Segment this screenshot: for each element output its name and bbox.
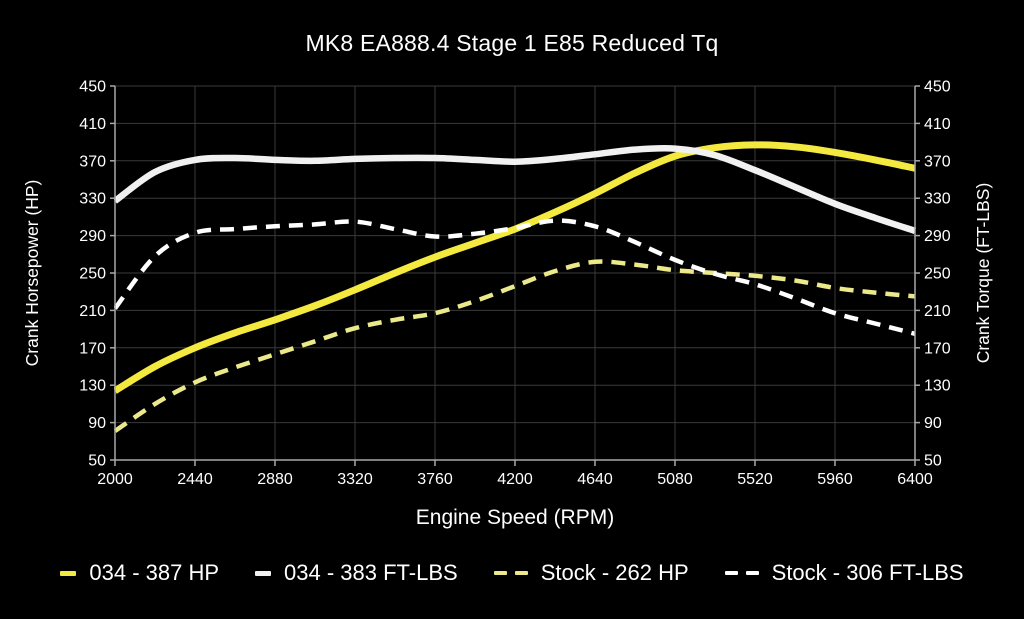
legend-label-034-hp: 034 - 387 HP: [89, 560, 220, 585]
y-tick-right: 250: [924, 266, 951, 283]
y-tick-right: 370: [924, 153, 951, 170]
y-tick-right: 330: [924, 191, 951, 208]
chart-line-034-387-hp: [114, 141, 916, 394]
x-tick: 4200: [497, 471, 533, 488]
x-tick: 3760: [417, 471, 453, 488]
y-tick-left: 330: [79, 191, 106, 208]
x-tick: 5080: [657, 471, 693, 488]
tick-labels: 450 450 410 410 370 370 330 330 290 290 250 250 210 2…: [79, 79, 951, 489]
y-axis-title-left: Crank Horsepower (HP): [22, 180, 42, 367]
legend-item-stock-tq: Stock - 306 FT-LBS: [724, 560, 964, 586]
y-tick-left: 90: [88, 415, 106, 432]
x-tick: 5960: [817, 471, 853, 488]
x-tick: 3320: [337, 471, 373, 488]
legend-swatch-034-hp-icon: [60, 570, 77, 576]
dyno-curves: [114, 141, 916, 433]
y-tick-right: 130: [924, 378, 951, 395]
legend-label-stock-hp: Stock - 262 HP: [540, 560, 689, 585]
y-tick-left: 370: [79, 153, 106, 170]
axes: [110, 85, 920, 466]
x-tick: 2880: [257, 471, 293, 488]
y-tick-left: 170: [79, 340, 106, 357]
dyno-chart-plot: 450 450 410 410 370 370 330 330 290 290 250 250 210 2…: [22, 79, 993, 530]
y-tick-left: 290: [79, 228, 106, 245]
y-tick-right: 210: [924, 303, 951, 320]
gridlines: [114, 85, 916, 461]
legend-label-stock-tq: Stock - 306 FT-LBS: [771, 560, 964, 585]
chart-title: MK8 EA888.4 Stage 1 E85 Reduced Tq: [305, 30, 719, 56]
y-tick-right: 290: [924, 228, 951, 245]
x-axis-title: Engine Speed (RPM): [416, 506, 614, 529]
legend-swatch-stock-hp-icon: [493, 570, 528, 576]
y-axis-title-right: Crank Torque (FT-LBS): [973, 183, 993, 364]
y-tick-left: 250: [79, 266, 106, 283]
x-tick: 2440: [177, 471, 213, 488]
y-tick-left: 450: [79, 79, 106, 96]
legend-swatch-stock-tq-icon: [724, 570, 759, 576]
chart-line-stock-262-hp: [114, 259, 916, 433]
legend-item-stock-hp: Stock - 262 HP: [493, 560, 689, 586]
y-tick-left: 130: [79, 378, 106, 395]
chart-legend: 034 - 387 HP 034 - 383 FT-LBS Stock - 26…: [0, 560, 1024, 586]
chart-line-034-383-ft-lbs: [114, 144, 916, 234]
legend-item-034-hp: 034 - 387 HP: [60, 560, 219, 586]
x-tick: 4640: [577, 471, 613, 488]
x-tick: 2000: [97, 471, 133, 488]
y-tick-right: 90: [924, 415, 942, 432]
legend-item-034-tq: 034 - 383 FT-LBS: [255, 560, 458, 586]
y-tick-left: 50: [88, 453, 106, 470]
y-tick-left: 210: [79, 303, 106, 320]
y-tick-right: 450: [924, 79, 951, 96]
legend-label-034-tq: 034 - 383 FT-LBS: [284, 560, 458, 585]
y-tick-right: 170: [924, 340, 951, 357]
y-tick-right: 410: [924, 116, 951, 133]
legend-swatch-034-tq-icon: [255, 570, 272, 576]
x-tick: 6400: [897, 471, 933, 488]
y-tick-right: 50: [924, 453, 942, 470]
y-tick-left: 410: [79, 116, 106, 133]
x-tick: 5520: [737, 471, 773, 488]
chart-line-stock-306-ft-lbs: [114, 218, 916, 336]
